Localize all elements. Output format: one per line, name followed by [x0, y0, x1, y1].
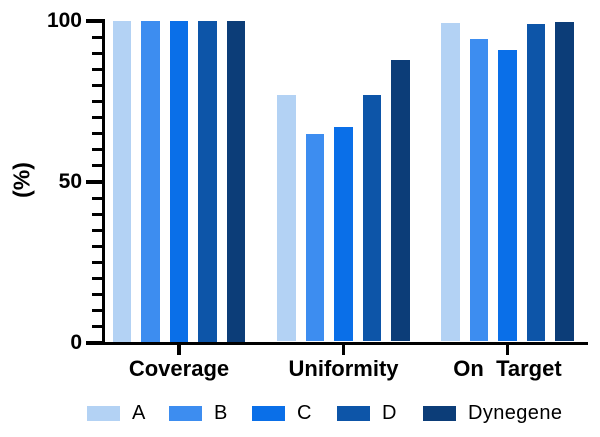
- bar-b-uniformity: [305, 133, 325, 342]
- y-axis-minor-tick: [91, 228, 102, 232]
- y-axis-minor-tick: [91, 148, 102, 152]
- legend-item-dynegene: Dynegene: [423, 402, 563, 424]
- y-axis-minor-tick: [91, 67, 102, 71]
- y-axis-minor-tick: [91, 51, 102, 55]
- x-axis-label-uniformity: Uniformity: [288, 356, 399, 381]
- y-axis-major-tick: [85, 341, 102, 345]
- bar-dynegene-uniformity: [391, 59, 410, 342]
- y-axis-minor-tick: [91, 212, 102, 216]
- y-axis-minor-tick: [91, 132, 102, 136]
- x-axis-label-coverage: Coverage: [128, 356, 230, 381]
- y-axis-minor-tick: [91, 83, 102, 87]
- bar-d-uniformity: [362, 95, 382, 342]
- legend-label: C: [297, 402, 312, 424]
- legend-item-d: D: [337, 402, 397, 424]
- y-axis-minor-tick: [91, 277, 102, 281]
- bar-c-uniformity: [334, 127, 353, 342]
- legend-swatch-a: [87, 405, 120, 421]
- legend-item-c: C: [252, 402, 312, 424]
- y-axis-major-tick: [85, 19, 102, 23]
- y-axis-minor-tick: [91, 100, 102, 103]
- y-axis-major-tick: [85, 180, 102, 184]
- legend-label: A: [132, 402, 146, 424]
- legend-swatch-c: [252, 405, 285, 421]
- y-axis-line: [101, 19, 105, 345]
- legend-swatch-b: [169, 405, 202, 421]
- bar-d-on-target: [526, 24, 546, 342]
- bar-dynegene-on-target: [555, 21, 574, 342]
- y-axis-minor-tick: [91, 293, 102, 297]
- x-axis-tick: [341, 344, 346, 355]
- y-axis-minor-tick: [91, 325, 102, 329]
- y-tick-label: 50: [58, 170, 82, 193]
- y-axis-minor-tick: [91, 261, 102, 264]
- legend-swatch-d: [337, 405, 370, 421]
- x-axis-line: [101, 341, 588, 345]
- y-axis-minor-tick: [91, 116, 102, 120]
- bar-b-on-target: [469, 39, 489, 342]
- legend-item-b: B: [169, 402, 228, 424]
- legend-label: D: [382, 402, 397, 424]
- bar-a-coverage: [112, 21, 132, 342]
- bar-c-on-target: [498, 49, 517, 342]
- y-tick-label: 0: [70, 331, 82, 354]
- bar-a-on-target: [441, 23, 460, 342]
- bar-b-coverage: [141, 21, 160, 342]
- bar-c-coverage: [169, 21, 189, 342]
- bar-dynegene-coverage: [226, 21, 246, 342]
- y-axis-minor-tick: [91, 244, 102, 248]
- x-axis-label-on-target: On Target: [453, 356, 562, 381]
- legend-swatch-dynegene: [423, 405, 456, 421]
- legend-label: Dynegene: [468, 402, 563, 424]
- y-axis-minor-tick: [91, 35, 102, 39]
- x-axis-tick: [177, 344, 181, 355]
- legend-label: B: [214, 402, 228, 424]
- y-axis-minor-tick: [91, 196, 102, 200]
- bar-a-uniformity: [277, 95, 296, 342]
- y-axis-minor-tick: [91, 309, 102, 313]
- legend-item-a: A: [87, 402, 146, 424]
- y-axis-minor-tick: [91, 164, 102, 168]
- bar-d-coverage: [198, 21, 217, 342]
- x-axis-tick: [505, 344, 510, 355]
- y-tick-label: 100: [46, 9, 82, 32]
